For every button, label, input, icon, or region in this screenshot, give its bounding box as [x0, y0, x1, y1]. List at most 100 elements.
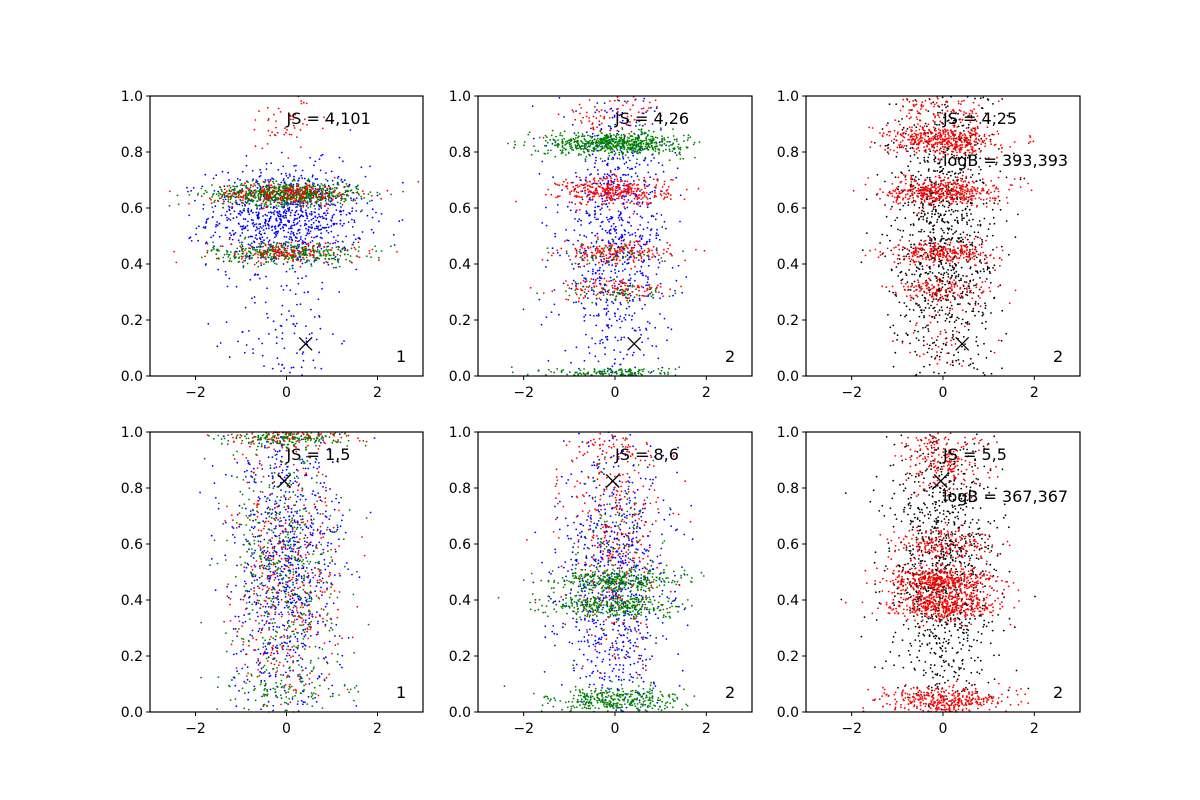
scatter-point — [607, 143, 610, 146]
scatter-point — [300, 366, 303, 369]
scatter-point — [577, 135, 580, 138]
scatter-point — [277, 197, 280, 200]
scatter-point — [259, 204, 262, 206]
scatter-point — [594, 272, 597, 275]
scatter-point — [628, 132, 631, 135]
scatter-point — [670, 328, 673, 331]
scatter-point — [565, 178, 567, 181]
scatter-point — [304, 248, 307, 250]
scatter-point — [282, 251, 285, 254]
scatter-point — [274, 134, 277, 137]
scatter-point — [636, 198, 639, 201]
scatter-point — [325, 255, 327, 257]
scatter-point — [660, 129, 662, 131]
scatter-point — [601, 190, 604, 192]
scatter-point — [661, 260, 664, 262]
scatter-point — [312, 217, 315, 220]
scatter-point — [304, 261, 307, 264]
scatter-point — [282, 187, 284, 190]
scatter-point — [262, 215, 264, 217]
scatter-point — [599, 141, 602, 144]
scatter-point — [318, 221, 321, 224]
scatter-point — [613, 362, 616, 365]
scatter-point — [578, 145, 581, 147]
scatter-point — [601, 147, 604, 150]
scatter-point — [301, 277, 304, 279]
scatter-point — [283, 246, 286, 249]
scatter-point — [587, 134, 589, 137]
scatter-point — [303, 241, 305, 244]
scatter-point — [275, 231, 277, 234]
scatter-point — [625, 190, 628, 193]
scatter-point — [591, 183, 593, 186]
scatter-point — [666, 339, 668, 342]
scatter-point — [225, 274, 227, 276]
scatter-point — [580, 190, 582, 193]
scatter-point — [595, 191, 598, 194]
scatter-point — [574, 218, 576, 220]
scatter-point — [607, 183, 610, 186]
scatter-point — [243, 238, 246, 240]
scatter-point — [262, 245, 264, 248]
scatter-point — [670, 178, 672, 181]
scatter-point — [287, 219, 289, 222]
scatter-point — [221, 170, 224, 173]
y-tick-label: 1.0 — [121, 89, 143, 105]
scatter-point — [332, 203, 334, 206]
scatter-point — [674, 289, 676, 292]
scatter-point — [654, 218, 657, 221]
scatter-point — [285, 257, 287, 260]
scatter-point — [310, 263, 312, 265]
scatter-point — [618, 195, 620, 198]
scatter-point — [330, 225, 333, 227]
scatter-point — [296, 136, 298, 139]
js-annotation: JS = 4,101 — [286, 109, 371, 128]
scatter-point — [282, 223, 285, 226]
scatter-point — [600, 132, 603, 134]
scatter-point — [630, 224, 632, 227]
scatter-point — [294, 253, 296, 255]
scatter-point — [547, 152, 549, 155]
scatter-point — [594, 206, 597, 209]
scatter-point — [305, 234, 308, 237]
scatter-point — [215, 174, 218, 177]
scatter-point — [620, 338, 622, 341]
scatter-point — [266, 237, 269, 239]
scatter-point — [585, 292, 588, 295]
scatter-point — [266, 192, 269, 195]
scatter-point — [305, 205, 308, 207]
scatter-point — [624, 290, 626, 293]
scatter-point — [555, 196, 557, 199]
scatter-point — [624, 154, 627, 157]
scatter-point — [302, 359, 305, 362]
scatter-point — [624, 288, 627, 291]
scatter-point — [620, 233, 623, 236]
scatter-point — [657, 357, 660, 360]
scatter-point — [645, 284, 648, 287]
scatter-point — [256, 214, 258, 217]
scatter-point — [627, 191, 630, 194]
scatter-point — [604, 346, 606, 349]
scatter-point — [585, 285, 588, 288]
scatter-point — [570, 361, 572, 364]
scatter-point — [574, 211, 577, 214]
scatter-point — [600, 122, 603, 125]
scatter-point — [637, 203, 640, 206]
scatter-point — [269, 245, 272, 248]
scatter-point — [551, 247, 554, 250]
scatter-point — [602, 269, 605, 272]
scatter-point — [307, 206, 309, 209]
scatter-point — [662, 252, 665, 255]
scatter-point — [316, 235, 319, 238]
scatter-point — [368, 200, 371, 203]
scatter-point — [638, 194, 641, 196]
scatter-point — [214, 205, 217, 208]
scatter-point — [325, 172, 327, 174]
scatter-point — [273, 226, 276, 228]
scatter-point — [613, 278, 616, 281]
scatter-point — [639, 215, 642, 218]
scatter-point — [325, 178, 327, 181]
scatter-point — [289, 233, 292, 235]
scatter-point — [259, 185, 262, 188]
